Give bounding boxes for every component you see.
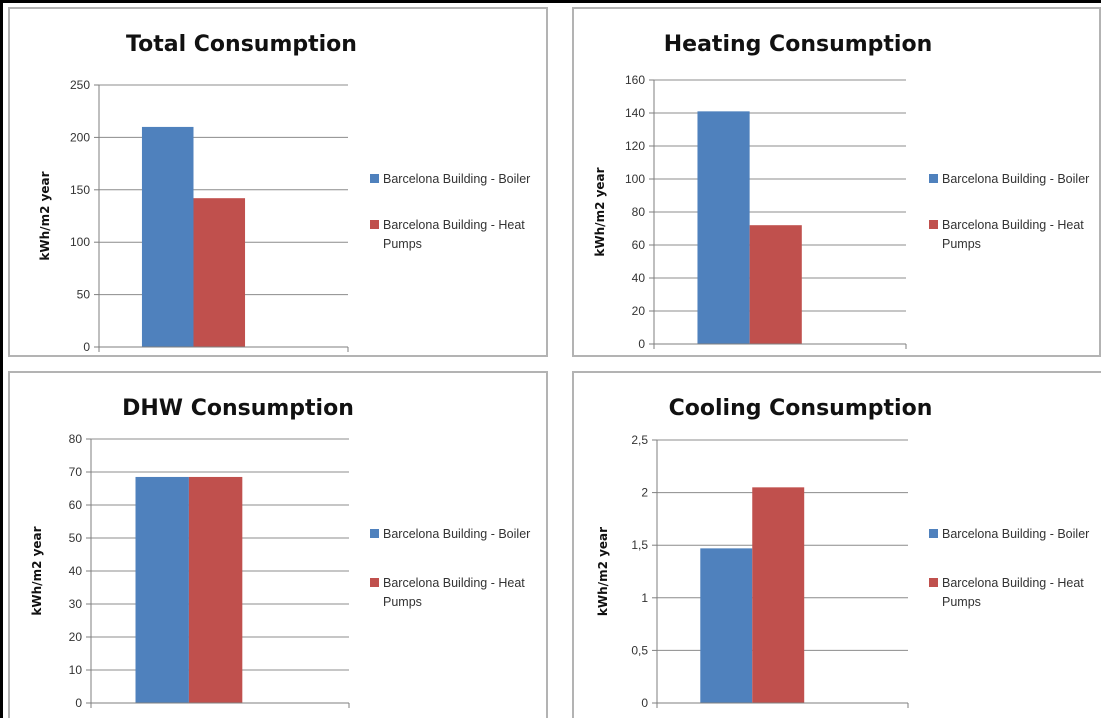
bar-heat-pumps	[752, 487, 805, 703]
y-tick-label: 160	[625, 73, 645, 87]
y-tick-label: 70	[69, 465, 83, 479]
legend-entry-heat-pumps: Barcelona Building - Heat Pumps	[370, 218, 525, 251]
y-tick-label: 80	[632, 205, 646, 219]
y-tick-label: 2,5	[631, 433, 648, 447]
y-axis-label: kWh/m2 year	[593, 167, 607, 256]
y-tick-label: 2	[641, 486, 648, 500]
legend-swatch	[370, 220, 379, 229]
y-tick-label: 0	[75, 696, 82, 710]
dhw-consumption-panel: DHW Consumption 0 10 20 30 40 50 60 70 80 kWh/m2 y…	[8, 371, 548, 718]
bar-boiler	[141, 126, 194, 347]
bar-boiler	[135, 476, 189, 703]
legend-label: Barcelona Building - Heat	[383, 576, 525, 590]
cooling-consumption-chart: Cooling Consumption 0 0,5 1 1,5 2 2,5 kWh/m2 ye…	[596, 396, 1089, 710]
heating-consumption-chart: Heating Consumption 0 20 40 60 80 100 120 140 160…	[593, 32, 1089, 351]
y-tick-label: 1,5	[631, 538, 648, 552]
legend-swatch	[929, 220, 938, 229]
legend-label: Barcelona Building - Boiler	[942, 172, 1089, 186]
legend-label: Barcelona Building - Boiler	[383, 527, 530, 541]
bar-heat-pumps	[188, 476, 243, 703]
y-tick-label: 120	[625, 139, 645, 153]
legend-swatch	[929, 529, 938, 538]
y-tick-label: 150	[70, 183, 90, 197]
legend-label: Barcelona Building - Heat	[942, 218, 1084, 232]
bar-heat-pumps	[193, 198, 246, 347]
legend-label: Barcelona Building - Heat	[942, 576, 1084, 590]
legend-entry-heat-pumps: Barcelona Building - Heat Pumps	[929, 576, 1084, 609]
y-axis-label: kWh/m2 year	[38, 171, 52, 260]
bar-boiler	[697, 111, 750, 344]
y-tick-label: 0,5	[631, 643, 648, 657]
legend-swatch	[370, 529, 379, 538]
legend-swatch	[370, 174, 379, 183]
y-tick-label: 100	[70, 235, 90, 249]
y-tick-label: 60	[632, 238, 646, 252]
legend-label: Barcelona Building - Boiler	[942, 527, 1089, 541]
y-tick-label: 20	[69, 630, 83, 644]
y-tick-label: 200	[70, 130, 90, 144]
legend-entry-heat-pumps: Barcelona Building - Heat Pumps	[370, 576, 525, 609]
y-tick-label: 60	[69, 498, 83, 512]
legend-label: Barcelona Building - Boiler	[383, 172, 530, 186]
y-tick-label: 10	[69, 663, 83, 677]
legend-label: Pumps	[383, 237, 422, 251]
chart-title: Cooling Consumption	[669, 396, 933, 421]
bar-boiler	[700, 548, 753, 703]
legend-entry-heat-pumps: Barcelona Building - Heat Pumps	[929, 218, 1084, 251]
y-tick-label: 0	[638, 337, 645, 351]
y-tick-label: 40	[632, 271, 646, 285]
chart-title: Total Consumption	[126, 32, 357, 57]
cooling-consumption-panel: Cooling Consumption 0 0,5 1 1,5 2 2,5 kWh/m2 ye…	[572, 371, 1101, 718]
y-tick-label: 100	[625, 172, 645, 186]
total-consumption-panel: Total Consumption 0 50 100 150 200 250 kWh/m2 y…	[8, 7, 548, 357]
dhw-consumption-chart: DHW Consumption 0 10 20 30 40 50 60 70 80 kWh/m2 y…	[30, 396, 530, 710]
y-tick-label: 0	[83, 340, 90, 354]
legend-swatch	[929, 174, 938, 183]
y-tick-label: 20	[632, 304, 646, 318]
legend-label: Pumps	[383, 595, 422, 609]
legend-swatch	[370, 578, 379, 587]
total-consumption-chart: Total Consumption 0 50 100 150 200 250 kWh/m2 y…	[38, 32, 530, 354]
legend-entry-boiler: Barcelona Building - Boiler	[929, 527, 1089, 541]
y-tick-label: 250	[70, 78, 90, 92]
y-tick-label: 80	[69, 432, 83, 446]
y-tick-label: 40	[69, 564, 83, 578]
legend-label: Pumps	[942, 595, 981, 609]
legend-entry-boiler: Barcelona Building - Boiler	[370, 527, 530, 541]
y-tick-label: 50	[77, 288, 91, 302]
legend-label: Pumps	[942, 237, 981, 251]
y-tick-label: 50	[69, 531, 83, 545]
y-tick-label: 30	[69, 597, 83, 611]
y-tick-label: 1	[641, 591, 648, 605]
legend-swatch	[929, 578, 938, 587]
heating-consumption-panel: Heating Consumption 0 20 40 60 80 100 120 140 160…	[572, 7, 1101, 357]
legend-entry-boiler: Barcelona Building - Boiler	[929, 172, 1089, 186]
y-axis-label: kWh/m2 year	[596, 527, 610, 616]
y-tick-label: 140	[625, 106, 645, 120]
legend-label: Barcelona Building - Heat	[383, 218, 525, 232]
y-tick-label: 0	[641, 696, 648, 710]
y-axis-label: kWh/m2 year	[30, 526, 44, 615]
chart-title: DHW Consumption	[122, 396, 354, 421]
legend-entry-boiler: Barcelona Building - Boiler	[370, 172, 530, 186]
bar-heat-pumps	[749, 225, 802, 344]
chart-title: Heating Consumption	[664, 32, 933, 57]
